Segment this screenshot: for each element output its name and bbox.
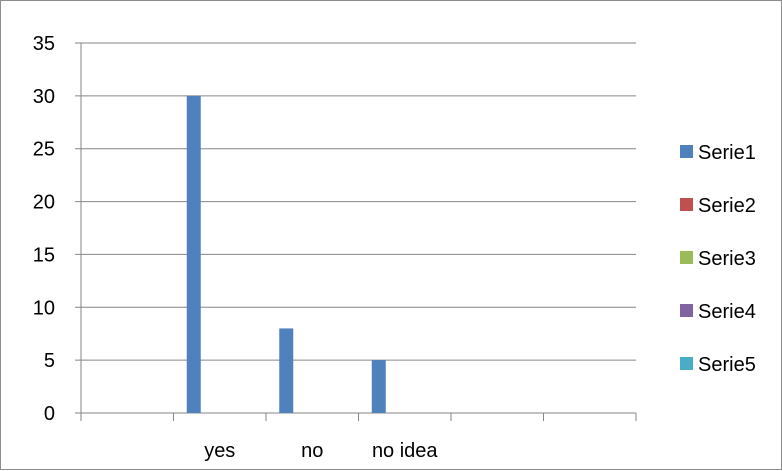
bar-Serie1-no — [279, 328, 294, 413]
y-tick-label: 20 — [33, 192, 55, 214]
legend-swatch-Serie3 — [680, 251, 693, 264]
bar-Serie1-no-idea — [371, 360, 386, 413]
x-category-label-no: no — [301, 440, 323, 462]
legend-label-Serie5: Serie5 — [698, 354, 756, 376]
y-tick-label: 0 — [44, 403, 55, 425]
bar-Serie1-yes — [186, 95, 201, 413]
legend-label-Serie1: Serie1 — [698, 142, 756, 164]
legend-label-Serie3: Serie3 — [698, 248, 756, 270]
y-tick-label: 15 — [33, 244, 55, 266]
legend-swatch-Serie2 — [680, 198, 693, 211]
legend-swatch-Serie5 — [680, 357, 693, 370]
legend-swatch-Serie1 — [680, 145, 693, 158]
y-tick-label: 30 — [33, 86, 55, 108]
y-tick-label: 5 — [44, 350, 55, 372]
y-tick-label: 35 — [33, 33, 55, 55]
x-category-label-yes: yes — [204, 440, 235, 462]
x-category-label-no-idea: no idea — [372, 440, 438, 462]
y-tick-label: 10 — [33, 297, 55, 319]
legend-label-Serie4: Serie4 — [698, 301, 756, 323]
legend-label-Serie2: Serie2 — [698, 195, 756, 217]
legend-swatch-Serie4 — [680, 304, 693, 317]
y-tick-label: 25 — [33, 139, 55, 161]
